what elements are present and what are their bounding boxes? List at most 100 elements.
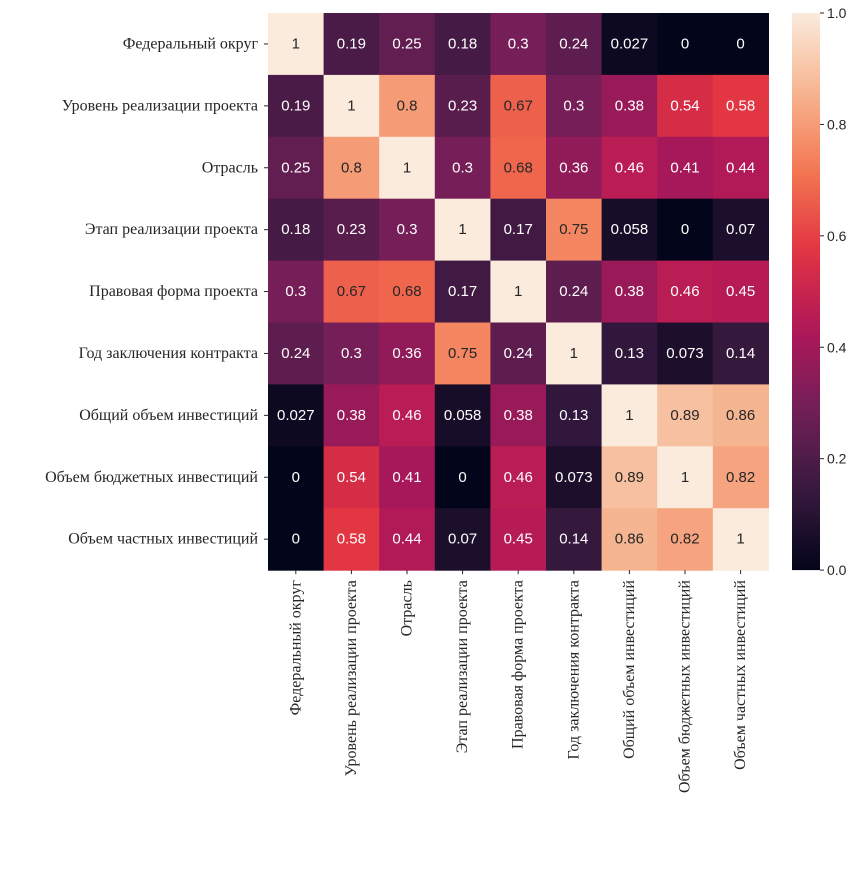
heatmap-cell-4-6 (601, 260, 658, 324)
heatmap-cell-2-2 (379, 136, 436, 200)
cell-value-label-0-6: 0.027 (611, 35, 649, 52)
cell-value-label-5-6: 0.13 (615, 345, 644, 362)
cell-value-label-0-8: 0 (736, 35, 744, 52)
heatmap-cell-6-2 (379, 384, 436, 447)
cell-value-label-2-1: 0.8 (341, 159, 362, 176)
heatmap-cell-7-4 (490, 446, 547, 509)
heatmap-cell-2-8 (712, 136, 769, 200)
heatmap-cell-1-7 (657, 74, 714, 138)
heatmap-cell-3-2 (379, 198, 436, 262)
cell-value-label-5-3: 0.75 (448, 345, 477, 362)
cell-value-label-3-7: 0 (681, 221, 689, 238)
row-label-5: Год заключения контракта (79, 345, 258, 362)
heatmap-cell-0-5 (546, 13, 603, 76)
cell-value-label-2-0: 0.25 (281, 159, 310, 176)
heatmap-cell-3-1 (323, 198, 380, 262)
column-label-2: Отрасль (399, 580, 416, 636)
cell-value-label-3-6: 0.058 (611, 221, 649, 238)
heatmap-cell-4-1 (323, 260, 380, 324)
heatmap-cell-1-3 (434, 74, 491, 138)
row-label-0: Федеральный округ (123, 35, 259, 52)
colorbar-tick-label-3: 0.6 (827, 228, 847, 244)
heatmap-cell-5-6 (601, 322, 658, 385)
cell-value-label-4-1: 0.67 (337, 283, 366, 300)
heatmap-cell-3-4 (490, 198, 547, 262)
colorbar-tick-label-1: 0.2 (827, 451, 847, 467)
heatmap-cell-0-4 (490, 13, 547, 76)
heatmap-cell-8-5 (546, 508, 603, 571)
heatmap-cell-8-8 (712, 508, 769, 571)
cell-value-label-1-5: 0.3 (563, 97, 584, 114)
cell-value-label-2-4: 0.68 (504, 159, 533, 176)
heatmap-cell-4-5 (546, 260, 603, 324)
heatmap-cell-6-8 (712, 384, 769, 447)
cell-value-label-5-1: 0.3 (341, 345, 362, 362)
heatmap-cell-5-8 (712, 322, 769, 385)
cell-value-label-6-2: 0.46 (392, 407, 421, 424)
cell-value-label-3-4: 0.17 (504, 221, 533, 238)
cell-value-label-1-1: 1 (347, 97, 355, 114)
heatmap-cell-0-3 (434, 13, 491, 76)
cell-value-label-0-0: 1 (292, 35, 300, 52)
row-label-6: Общий объем инвестиций (79, 407, 258, 424)
cell-value-label-3-2: 0.3 (397, 221, 418, 238)
heatmap-cell-8-0 (268, 508, 325, 571)
heatmap-cell-6-4 (490, 384, 547, 447)
heatmap-cell-8-1 (323, 508, 380, 571)
heatmap-cell-5-7 (657, 322, 714, 385)
heatmap-cell-8-4 (490, 508, 547, 571)
cell-value-label-0-4: 0.3 (508, 35, 529, 52)
cell-value-label-4-8: 0.45 (726, 283, 755, 300)
cell-value-label-7-0: 0 (292, 469, 300, 486)
cell-value-label-4-6: 0.38 (615, 283, 644, 300)
cell-value-label-2-3: 0.3 (452, 159, 473, 176)
heatmap-cell-7-7 (657, 446, 714, 509)
column-label-1: Уровень реализации проекта (343, 580, 360, 776)
cell-value-label-2-5: 0.36 (559, 159, 588, 176)
cell-value-label-7-5: 0.073 (555, 469, 593, 486)
heatmap-cell-1-5 (546, 74, 603, 138)
cell-value-label-8-6: 0.86 (615, 531, 644, 548)
cell-value-label-2-8: 0.44 (726, 159, 755, 176)
heatmap-cell-7-1 (323, 446, 380, 509)
cell-value-label-7-8: 0.82 (726, 469, 755, 486)
heatmap-cell-2-4 (490, 136, 547, 200)
heatmap-cell-5-2 (379, 322, 436, 385)
cell-value-label-7-1: 0.54 (337, 469, 366, 486)
column-label-4: Правовая форма проекта (510, 580, 527, 749)
heatmap-cell-5-0 (268, 322, 325, 385)
row-labels: Федеральный округ Уровень реализации прое… (45, 35, 268, 548)
heatmap-cell-1-4 (490, 74, 547, 138)
heatmap-cell-2-7 (657, 136, 714, 200)
column-label-5: Год заключения контракта (565, 580, 582, 759)
heatmap-cell-7-3 (434, 446, 491, 509)
cell-value-label-7-2: 0.41 (392, 469, 421, 486)
cell-value-label-4-0: 0.3 (285, 283, 306, 300)
column-labels: Федеральный округ Уровень реализации прое… (287, 570, 749, 793)
heatmap-cell-3-5 (546, 198, 603, 262)
heatmap-cell-2-5 (546, 136, 603, 200)
heatmap-cell-4-2 (379, 260, 436, 324)
heatmap-cell-4-0 (268, 260, 325, 324)
cell-value-label-1-2: 0.8 (397, 97, 418, 114)
heatmap-cell-1-2 (379, 74, 436, 138)
cell-value-label-3-0: 0.18 (281, 221, 310, 238)
heatmap-cell-4-7 (657, 260, 714, 324)
cell-value-label-3-5: 0.75 (559, 221, 588, 238)
heatmap-cell-7-8 (712, 446, 769, 509)
cell-value-label-8-7: 0.82 (670, 531, 699, 548)
heatmap-cell-5-1 (323, 322, 380, 385)
heatmap-cell-0-2 (379, 13, 436, 76)
cell-value-label-5-5: 1 (570, 345, 578, 362)
heatmap-cell-0-1 (323, 13, 380, 76)
heatmap-cell-4-3 (434, 260, 491, 324)
cell-value-label-3-1: 0.23 (337, 221, 366, 238)
heatmap-cell-8-7 (657, 508, 714, 571)
cell-value-label-5-7: 0.073 (666, 345, 704, 362)
cell-value-label-6-8: 0.86 (726, 407, 755, 424)
heatmap-cell-3-7 (657, 198, 714, 262)
heatmap-cell-6-1 (323, 384, 380, 447)
heatmap-cell-5-4 (490, 322, 547, 385)
cell-value-label-1-4: 0.67 (504, 97, 533, 114)
cell-value-label-7-7: 1 (681, 469, 689, 486)
